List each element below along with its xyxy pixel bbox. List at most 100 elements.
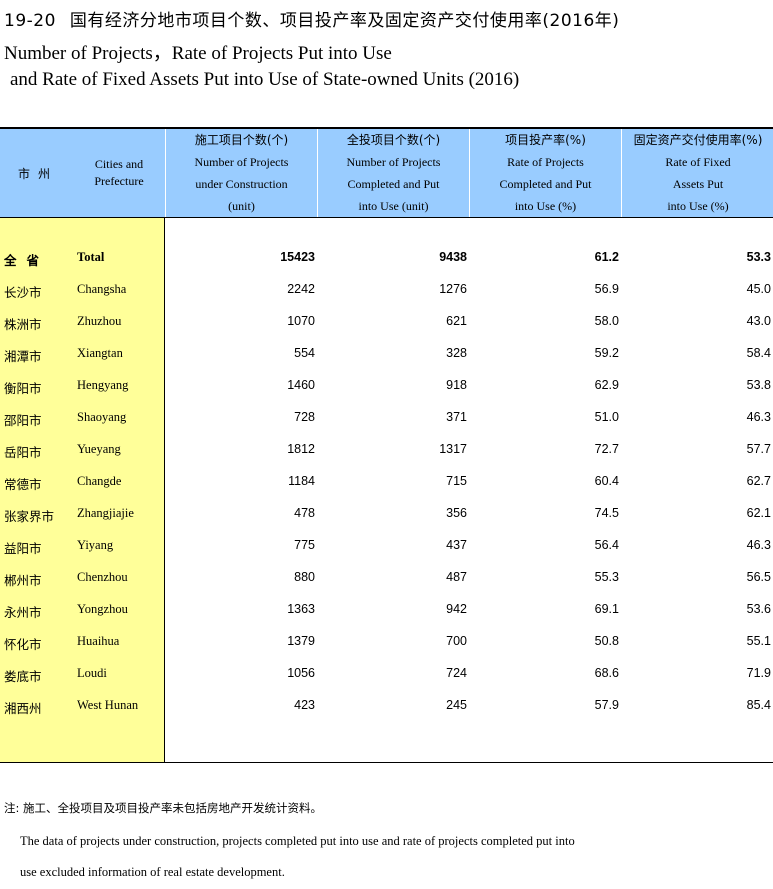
table-row: 长沙市 Changsha 2242 1276 56.9 45.0 bbox=[0, 274, 773, 306]
cell-projects-under-construction: 1184 bbox=[288, 474, 315, 488]
cell-projects-completed: 245 bbox=[446, 698, 467, 712]
row-city-en: Yiyang bbox=[77, 538, 114, 552]
note-en-line1: The data of projects under construction,… bbox=[20, 834, 575, 848]
header-city-column: 市州 Cities and Prefecture bbox=[0, 129, 166, 217]
cell-rate-fixed-assets: 53.3 bbox=[746, 250, 771, 264]
table-header: 市州 Cities and Prefecture 施工项目个数(个) Numbe… bbox=[0, 127, 773, 218]
cell-projects-completed: 700 bbox=[446, 634, 467, 648]
cell-projects-completed: 621 bbox=[446, 314, 467, 328]
data-table: 市州 Cities and Prefecture 施工项目个数(个) Numbe… bbox=[0, 127, 773, 763]
header-col-rate-fixed-assets: 固定资产交付使用率(%) Rate of Fixed Assets Put in… bbox=[621, 129, 773, 217]
row-city-cn: 全省 bbox=[4, 253, 50, 268]
cell-rate-projects: 58.0 bbox=[594, 314, 619, 328]
cell-rate-projects: 50.8 bbox=[594, 634, 619, 648]
table-row: 郴州市 Chenzhou 880 487 55.3 56.5 bbox=[0, 562, 773, 594]
header-col-en1: Number of Projects bbox=[194, 155, 289, 169]
page-title-en-line2: and Rate of Fixed Assets Put into Use of… bbox=[10, 69, 520, 90]
row-city-en: Zhangjiajie bbox=[77, 506, 134, 520]
cell-projects-under-construction: 15423 bbox=[280, 250, 315, 264]
cell-rate-fixed-assets: 58.4 bbox=[746, 346, 771, 360]
header-city-cn: 市州 bbox=[18, 167, 59, 181]
cell-projects-under-construction: 1363 bbox=[287, 602, 315, 616]
cell-projects-completed: 918 bbox=[446, 378, 467, 392]
page-title-en-line1: Number of Projects，Rate of Projects Put … bbox=[4, 43, 392, 64]
header-col-en3: into Use (%) bbox=[667, 199, 729, 213]
row-city-cn: 岳阳市 bbox=[4, 445, 42, 460]
cell-rate-projects: 62.9 bbox=[594, 378, 619, 392]
header-col-cn: 全投项目个数(个) bbox=[346, 133, 441, 147]
cell-projects-completed: 371 bbox=[446, 410, 467, 424]
row-city-cn: 湘西州 bbox=[4, 701, 42, 716]
row-city-cn: 张家界市 bbox=[4, 509, 55, 524]
cell-rate-projects: 68.6 bbox=[594, 666, 619, 680]
cell-projects-under-construction: 1812 bbox=[287, 442, 315, 456]
header-col-en1: Rate of Projects bbox=[507, 155, 584, 169]
cell-rate-fixed-assets: 53.8 bbox=[746, 378, 771, 392]
row-city-cn: 益阳市 bbox=[4, 541, 42, 556]
cell-projects-completed: 437 bbox=[446, 538, 467, 552]
cell-rate-fixed-assets: 46.3 bbox=[746, 538, 771, 552]
cell-projects-under-construction: 2242 bbox=[287, 282, 315, 296]
header-col-en2: under Construction bbox=[195, 177, 288, 191]
header-col-cn: 施工项目个数(个) bbox=[194, 133, 289, 147]
cell-rate-projects: 56.9 bbox=[594, 282, 619, 296]
row-city-cn: 长沙市 bbox=[4, 285, 42, 300]
cell-projects-under-construction: 1379 bbox=[287, 634, 315, 648]
row-city-en: Zhuzhou bbox=[77, 314, 122, 328]
table-row: 益阳市 Yiyang 775 437 56.4 46.3 bbox=[0, 530, 773, 562]
cell-rate-projects: 57.9 bbox=[594, 698, 619, 712]
cell-rate-fixed-assets: 46.3 bbox=[746, 410, 771, 424]
table-row: 衡阳市 Hengyang 1460 918 62.9 53.8 bbox=[0, 370, 773, 402]
cell-projects-under-construction: 1070 bbox=[287, 314, 315, 328]
cell-rate-fixed-assets: 57.7 bbox=[746, 442, 771, 456]
header-col-rate-projects: 项目投产率(%) Rate of Projects Completed and … bbox=[469, 129, 621, 217]
row-city-cn: 娄底市 bbox=[4, 669, 42, 684]
cell-projects-under-construction: 554 bbox=[294, 346, 315, 360]
header-col-en3: (unit) bbox=[228, 199, 255, 213]
row-city-cn: 衡阳市 bbox=[4, 381, 42, 396]
cell-rate-fixed-assets: 53.6 bbox=[746, 602, 771, 616]
table-number: 19-20 bbox=[4, 11, 56, 31]
table-row: 邵阳市 Shaoyang 728 371 51.0 46.3 bbox=[0, 402, 773, 434]
cell-projects-completed: 356 bbox=[446, 506, 467, 520]
cell-projects-under-construction: 478 bbox=[294, 506, 315, 520]
header-col-projects-completed: 全投项目个数(个) Number of Projects Completed a… bbox=[317, 129, 469, 217]
table-row: 常德市 Changde 1184 715 60.4 62.7 bbox=[0, 466, 773, 498]
cell-rate-projects: 74.5 bbox=[594, 506, 619, 520]
row-city-en: Yongzhou bbox=[77, 602, 128, 616]
table-row: 张家界市 Zhangjiajie 478 356 74.5 62.1 bbox=[0, 498, 773, 530]
row-city-en: Changsha bbox=[77, 282, 127, 296]
row-city-cn: 郴州市 bbox=[4, 573, 42, 588]
table-row: 湘西州 West Hunan 423 245 57.9 85.4 bbox=[0, 690, 773, 722]
table-row: 全省 Total 15423 9438 61.2 53.3 bbox=[0, 242, 773, 274]
table-row: 湘潭市 Xiangtan 554 328 59.2 58.4 bbox=[0, 338, 773, 370]
table-row: 株洲市 Zhuzhou 1070 621 58.0 43.0 bbox=[0, 306, 773, 338]
cell-rate-projects: 61.2 bbox=[594, 250, 619, 264]
cell-projects-under-construction: 880 bbox=[294, 570, 315, 584]
page-title-cn: 19-20 国有经济分地市项目个数、项目投产率及固定资产交付使用率(2016年) bbox=[4, 6, 619, 31]
header-city-en: Cities and Prefecture bbox=[94, 157, 144, 188]
cell-rate-projects: 60.4 bbox=[594, 474, 619, 488]
cell-projects-completed: 1276 bbox=[439, 282, 467, 296]
row-city-cn: 怀化市 bbox=[4, 637, 42, 652]
cell-projects-completed: 1317 bbox=[439, 442, 467, 456]
cell-rate-projects: 72.7 bbox=[594, 442, 619, 456]
cell-projects-under-construction: 775 bbox=[294, 538, 315, 552]
cell-rate-projects: 55.3 bbox=[594, 570, 619, 584]
row-city-en: Yueyang bbox=[77, 442, 121, 456]
table-row: 永州市 Yongzhou 1363 942 69.1 53.6 bbox=[0, 594, 773, 626]
row-city-en: Shaoyang bbox=[77, 410, 127, 424]
cell-rate-fixed-assets: 45.0 bbox=[746, 282, 771, 296]
cell-projects-completed: 715 bbox=[446, 474, 467, 488]
cell-projects-under-construction: 1056 bbox=[287, 666, 315, 680]
title-cn-text: 国有经济分地市项目个数、项目投产率及固定资产交付使用率(2016年) bbox=[69, 11, 620, 31]
cell-rate-fixed-assets: 55.1 bbox=[746, 634, 771, 648]
cell-projects-completed: 487 bbox=[446, 570, 467, 584]
note-cn: 注: 施工、全投项目及项目投产率未包括房地产开发统计资料。 bbox=[4, 801, 323, 815]
row-city-cn: 株洲市 bbox=[4, 317, 42, 332]
cell-rate-fixed-assets: 62.7 bbox=[746, 474, 771, 488]
cell-projects-completed: 328 bbox=[446, 346, 467, 360]
cell-rate-fixed-assets: 56.5 bbox=[746, 570, 771, 584]
header-col-cn: 固定资产交付使用率(%) bbox=[633, 133, 763, 147]
row-city-cn: 常德市 bbox=[4, 477, 42, 492]
